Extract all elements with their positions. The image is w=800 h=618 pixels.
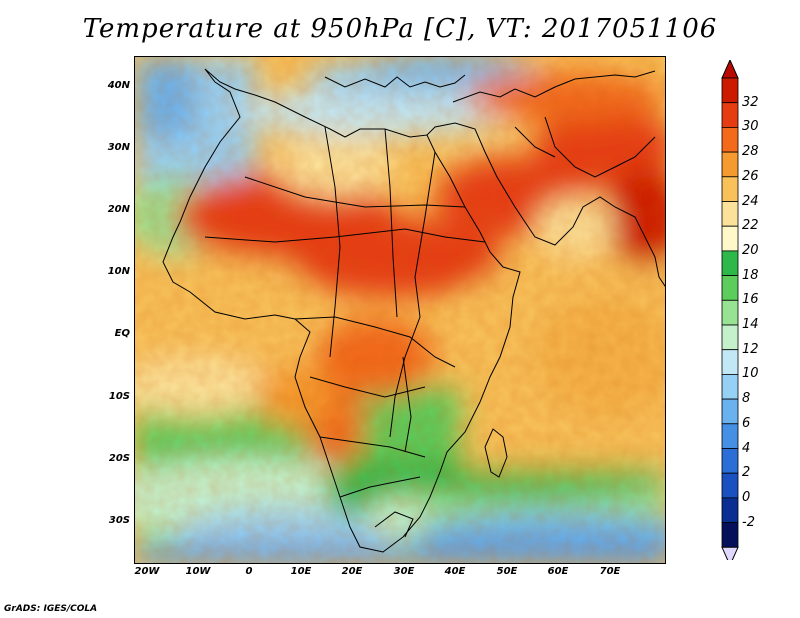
colorbar-tick-label: 26 (742, 168, 759, 184)
colorbar-swatch (721, 373, 739, 400)
lon-label-20e: 20E (341, 566, 363, 577)
colorbar-swatch (721, 423, 739, 449)
temperature-field (135, 57, 665, 563)
colorbar-swatch (721, 77, 739, 104)
colorbar-swatch (721, 448, 739, 474)
colorbar-tick-label: -2 (742, 514, 755, 530)
colorbar-tick-label: 32 (742, 94, 759, 110)
lon-label-30e: 30E (393, 566, 415, 577)
lon-label-70e: 70E (599, 566, 621, 577)
colorbar-swatch (721, 398, 739, 425)
colorbar-tick-label: 20 (742, 242, 759, 258)
colorbar-swatch (721, 324, 739, 351)
colorbar-tick-label: 8 (742, 391, 751, 407)
lat-label-eq: EQ (114, 328, 130, 339)
lat-label-10s: 10S (108, 391, 130, 402)
colorbar-tick-label: 28 (742, 144, 759, 160)
colorbar-tick-label: 4 (742, 440, 751, 456)
lat-label-30n: 30N (107, 142, 130, 153)
colorbar-tick-label: 22 (742, 218, 759, 234)
colorbar-swatch (721, 497, 739, 523)
colorbar-tick-label: 30 (742, 119, 759, 135)
colorbar-swatch (721, 102, 739, 128)
colorbar (721, 60, 739, 560)
colorbar-swatch (721, 349, 739, 375)
colorbar-tick-label: 12 (742, 341, 759, 357)
colorbar-swatch (721, 176, 739, 202)
colorbar-tick-label: 6 (742, 415, 751, 431)
colorbar-swatch (721, 522, 739, 548)
colorbar-swatch (721, 225, 739, 252)
lat-label-20n: 20N (107, 204, 130, 215)
lat-label-40n: 40N (107, 80, 130, 91)
colorbar-tick-label: 2 (742, 465, 751, 481)
lon-label-50e: 50E (496, 566, 518, 577)
colorbar-tick-label: 14 (742, 317, 759, 332)
colorbar-tick-label: 18 (742, 267, 759, 283)
colorbar-top-arrow (721, 60, 739, 79)
colorbar-swatch (721, 201, 739, 227)
colorbar-tick-label: 24 (742, 193, 759, 209)
lon-label-10w: 10W (185, 566, 211, 577)
map-area (134, 56, 666, 564)
footer-credit: GrADS: IGES/COLA (4, 604, 98, 614)
lon-label-40e: 40E (444, 566, 466, 577)
colorbar-swatch (721, 472, 739, 499)
colorbar-swatch (721, 127, 739, 153)
colorbar-bottom-arrow (721, 546, 739, 560)
colorbar-tick-label: 16 (742, 292, 759, 308)
colorbar-swatch (721, 250, 739, 276)
lon-label-60e: 60E (547, 566, 569, 577)
chart-title: Temperature at 950hPa [C], VT: 201705110… (82, 14, 718, 44)
lat-label-10n: 10N (107, 266, 130, 277)
colorbar-tick-label: 0 (742, 489, 751, 505)
colorbar-swatch (721, 151, 739, 178)
lat-label-30s: 30S (108, 515, 130, 526)
lon-label-0: 0 (245, 566, 253, 577)
lon-label-20w: 20W (134, 566, 160, 577)
colorbar-swatch (721, 299, 739, 326)
lat-label-20s: 20S (108, 453, 130, 464)
colorbar-tick-label: 10 (742, 366, 759, 382)
colorbar-swatch (721, 275, 739, 301)
lon-label-10e: 10E (290, 566, 312, 577)
